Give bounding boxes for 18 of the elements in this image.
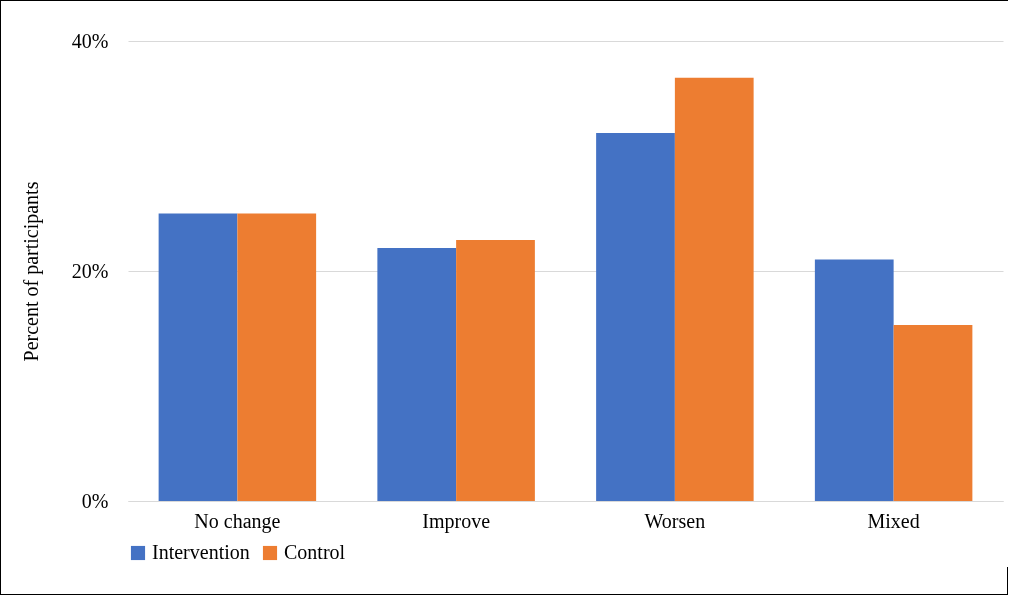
bar [893,325,973,501]
bar [596,133,675,501]
x-tick-label: Mixed [867,509,920,532]
legend-label: Control [284,541,346,563]
x-tick-label: Improve [422,509,491,533]
bar [237,213,317,501]
bar [377,248,457,501]
y-tick-label: 0% [81,489,109,512]
bar [158,213,238,501]
x-tick-label: No change [194,509,281,533]
bar [456,239,535,501]
y-axis-title: Percent of participants [19,181,43,362]
bar [674,77,754,501]
x-tick-label: Worsen [644,509,706,532]
y-tick-label: 20% [71,259,109,282]
legend-label: Intervention [152,541,250,563]
y-tick-label: 40% [71,29,109,52]
bar [814,259,894,501]
